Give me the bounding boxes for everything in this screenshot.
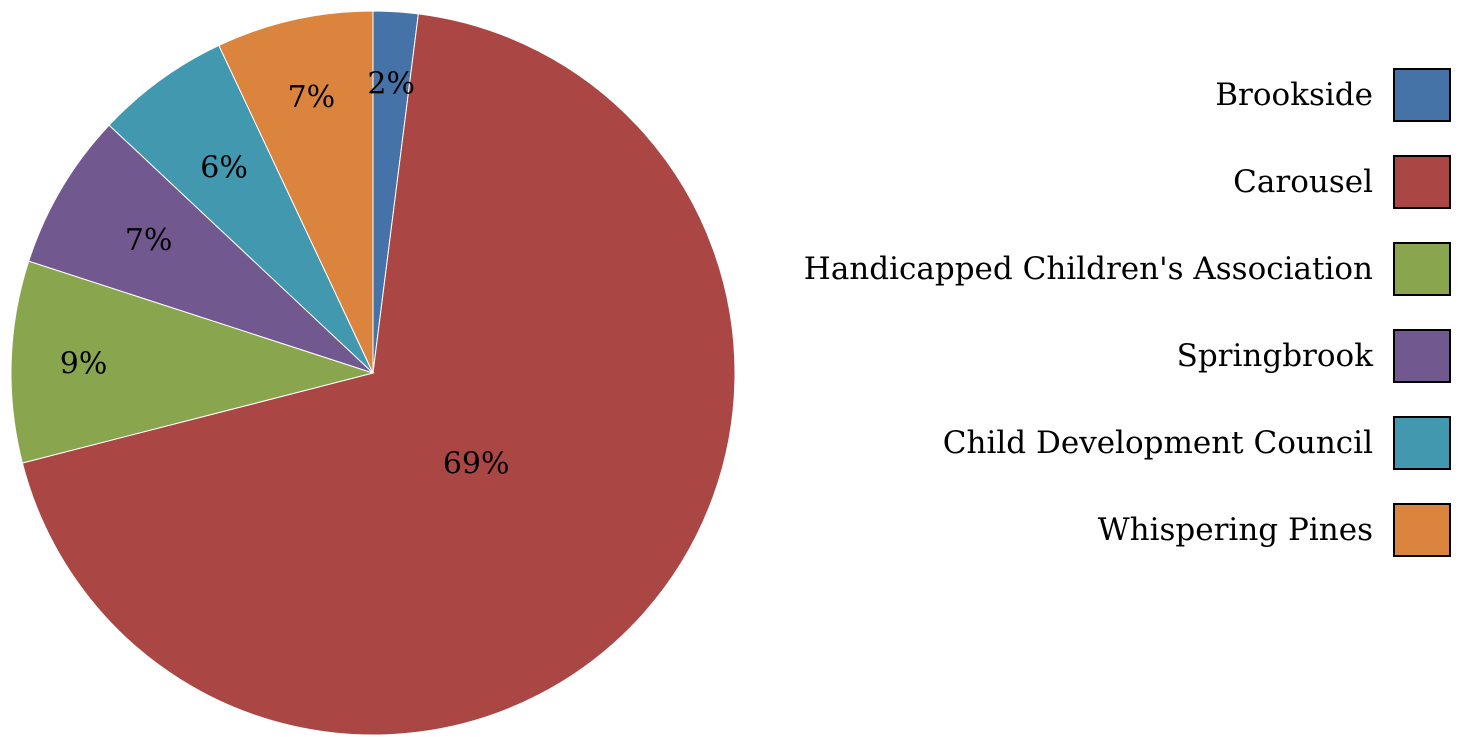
legend-item-brookside: Brookside [1215,66,1451,124]
data-label-carousel: 69% [443,446,510,481]
pie-data-labels: 2% 69% 9% 7% 6% 7% [60,66,510,481]
legend-item-springbrook: Springbrook [1177,327,1451,385]
legend-item-handicapped-childrens-association: Handicapped Children's Association [804,240,1451,298]
data-label-brookside: 2% [367,66,415,101]
legend-item-whispering-pines: Whispering Pines [1098,501,1451,559]
data-label-springbrook: 7% [125,223,173,258]
legend: Brookside Carousel Handicapped Children'… [804,66,1451,559]
pie-slice-carousel [21,13,736,736]
legend-label: Brookside [1215,77,1373,113]
legend-label: Handicapped Children's Association [803,251,1373,287]
legend-label: Springbrook [1176,338,1373,374]
pie-slice-whispering-pines [218,10,374,374]
pie-slices [10,10,736,736]
pie-slice-handicapped-children-s-association [10,260,375,464]
data-label-whispering-pines: 7% [288,80,336,115]
pie-slice-springbrook [28,124,374,374]
legend-swatch [1393,416,1451,470]
pie-chart: 2% 69% 9% 7% 6% 7% [10,10,736,736]
pie-slice-child-development-council [108,44,374,374]
data-label-child-development-council: 6% [200,150,248,185]
legend-item-carousel: Carousel [1233,153,1451,211]
legend-swatch [1393,503,1451,557]
data-label-handicapped-children-s-association: 9% [60,346,108,381]
legend-label: Carousel [1233,164,1373,200]
legend-label: Whispering Pines [1097,512,1373,548]
legend-swatch [1393,242,1451,296]
legend-item-child-development-council: Child Development Council [943,414,1451,472]
legend-swatch [1393,329,1451,383]
legend-swatch [1393,155,1451,209]
legend-label: Child Development Council [942,425,1373,461]
legend-swatch [1393,68,1451,122]
